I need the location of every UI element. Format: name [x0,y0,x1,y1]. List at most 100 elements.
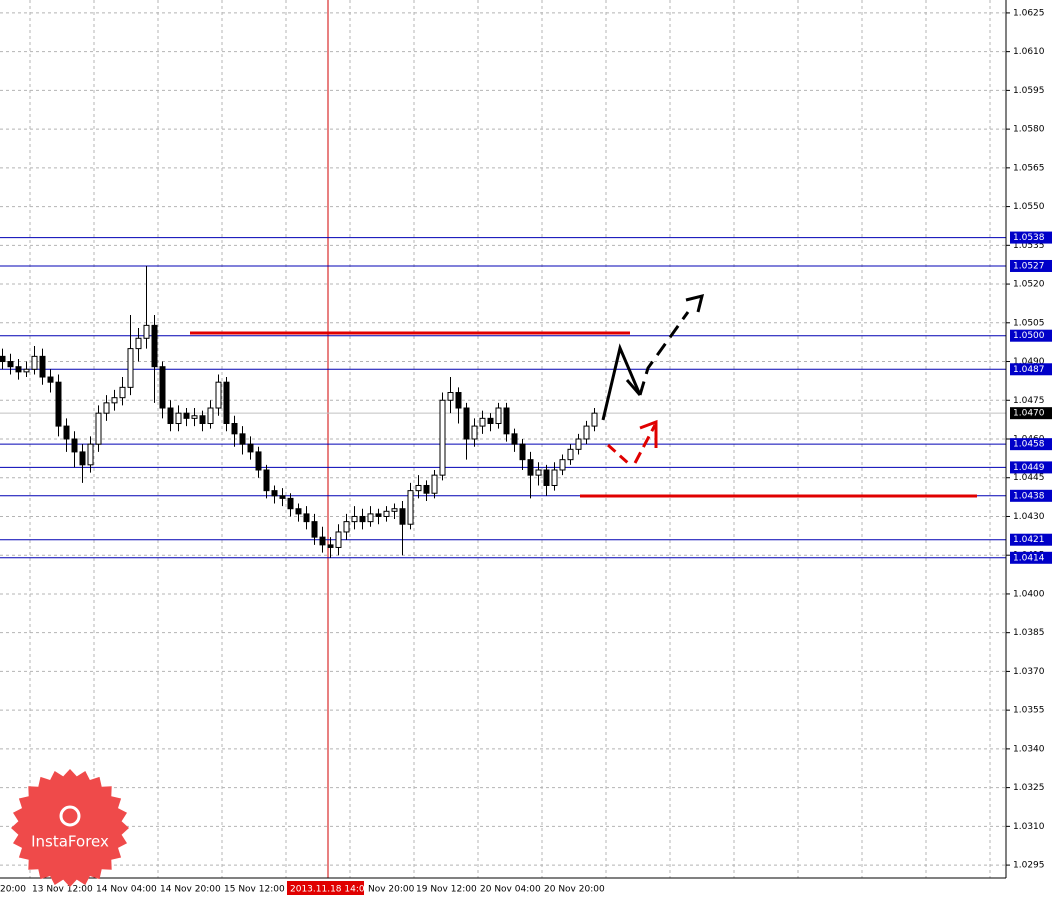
candle-body [239,433,246,445]
candle-body [103,402,110,414]
candle-body [551,469,558,486]
candle-body [295,508,302,515]
levels [0,237,1006,559]
candle-body [319,536,326,546]
candle-body [559,459,566,471]
arrow-path [638,311,690,396]
candle-body [119,386,126,399]
candle-body [7,361,14,368]
candle-body [399,508,406,525]
highlight-box [287,881,364,895]
level-label: 1.0438 [1013,491,1045,501]
candle-body [271,490,278,497]
time-axis-bg [0,878,1059,900]
candle-body [223,381,230,425]
candle-body [415,484,422,492]
x-tick-label: Nov 20:00 [368,885,415,895]
level-tag [1010,489,1052,502]
level-tag [1010,259,1052,272]
candle-body [31,355,38,370]
logo-badge [11,769,129,887]
y-tick-label: 1.0490 [1013,357,1045,367]
candle-body [455,392,462,409]
candle-body [591,412,598,427]
candle-body [143,324,150,339]
candle-body [23,368,30,373]
arrow-path [601,343,642,421]
candle-body [383,510,390,517]
level-label: 1.0487 [1013,365,1045,375]
candle-body [151,324,158,368]
candle-body [215,381,222,409]
candle-body [167,407,174,425]
candle-body [575,438,582,450]
level-tag [1010,551,1052,564]
candle-body [0,355,6,363]
logo-icon [59,805,81,827]
candle-body [519,443,526,461]
x-tick-label: 20 Nov 20:00 [544,885,605,895]
candle-body [311,521,318,538]
candle-body [343,521,350,533]
x-tick-label: 20 Nov 04:00 [480,885,541,895]
level-label: 1.0527 [1013,261,1045,271]
y-tick-label: 1.0385 [1013,628,1045,638]
y-tick-label: 1.0625 [1013,8,1045,18]
arrow-path [633,424,657,464]
y-tick-label: 1.0610 [1013,47,1045,57]
candle-body [431,474,438,494]
candle-body [367,513,374,523]
candle-body [527,459,534,476]
y-tick-label: 1.0565 [1013,163,1045,173]
y-tick-label: 1.0475 [1013,396,1045,406]
x-tick-label: 20:00 [0,885,26,895]
x-tick-label: 13 Nov 12:00 [32,885,93,895]
candle-body [263,469,270,492]
y-tick-label: 1.0595 [1013,86,1045,96]
level-tag [1010,533,1052,546]
candle-body [463,407,470,440]
candle-body [55,381,62,427]
y-tick-label: 1.0505 [1013,318,1045,328]
level-tag [1010,231,1052,244]
candle-body [199,415,206,425]
y-tick-label: 1.0310 [1013,822,1045,832]
y-tick-label: 1.0520 [1013,280,1045,290]
candle-body [335,531,342,548]
candle-body [159,366,166,409]
candle-body [407,490,414,525]
candle-body [207,407,214,425]
y-tick-label: 1.0580 [1013,125,1045,135]
candle-body [47,376,54,383]
x-tick-label: 14 Nov 04:00 [96,885,157,895]
last-price-label: 1.0470 [1013,409,1045,419]
candle-body [495,407,502,425]
y-tick-label: 1.0355 [1013,706,1045,716]
time-axis: 2013.11.18 14:00 20:00 13 Nov 12:00 14 Nov… [0,881,605,895]
grid [0,0,1006,878]
candle-body [479,417,486,427]
x-tick-label: 15 Nov 12:00 [224,885,285,895]
y-tick-label: 1.0400 [1013,589,1045,599]
candle-body [439,399,446,476]
candle-body [471,425,478,440]
candle-body [567,448,574,461]
y-tick-label: 1.0535 [1013,241,1045,251]
candle-body [375,513,382,517]
candle-body [287,497,294,510]
forecast-black [601,293,705,421]
logo: InstaForex [11,769,129,887]
forecast-red [606,419,658,465]
arrow-head [685,293,705,313]
arrow-path [606,443,630,465]
level-label: 1.0500 [1013,331,1045,341]
candle-body [95,412,102,445]
last-price-tag [1010,407,1052,420]
x-tick-label: 19 Nov 12:00 [416,885,477,895]
level-label: 1.0458 [1013,440,1045,450]
level-label: 1.0414 [1013,553,1045,563]
candle-body [247,443,254,453]
y-tick-label: 1.0370 [1013,667,1045,677]
y-tick-label: 1.0445 [1013,473,1045,483]
candle-body [231,423,238,435]
